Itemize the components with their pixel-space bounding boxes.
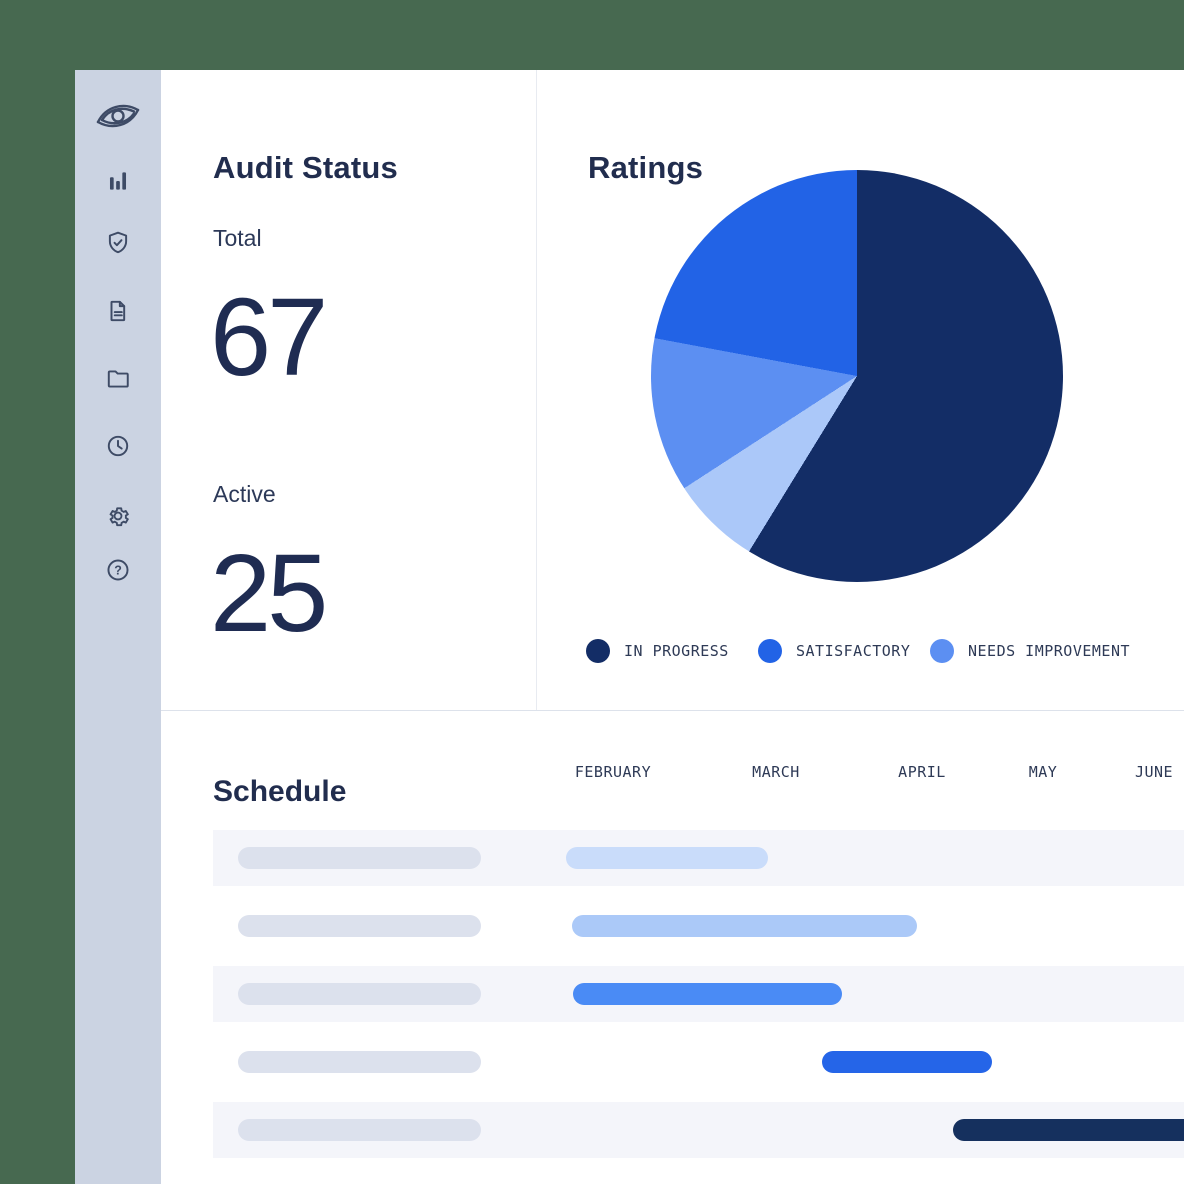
sidebar-item-files[interactable] (101, 362, 135, 396)
row-label-placeholder (238, 1119, 481, 1141)
total-label: Total (213, 225, 262, 251)
month-header-june: JUNE (1134, 763, 1174, 781)
legend-item-satisfactory: SATISFACTORY (758, 639, 910, 663)
panel-divider-vertical (536, 70, 537, 710)
legend-dot (758, 639, 782, 663)
legend-item-in-progress: IN PROGRESS (586, 639, 729, 663)
svg-text:?: ? (114, 564, 122, 578)
help-icon: ? (105, 557, 131, 583)
sidebar: ? (75, 70, 161, 1184)
schedule-title: Schedule (213, 774, 347, 808)
row-label-placeholder (238, 915, 481, 937)
legend-dot (930, 639, 954, 663)
schedule-row (213, 1102, 1184, 1158)
folder-icon (105, 366, 131, 392)
clock-icon (105, 433, 131, 459)
legend-item-needs-improvement: NEEDS IMPROVEMENT (930, 639, 1130, 663)
legend-label: SATISFACTORY (796, 642, 911, 660)
gear-icon (105, 503, 131, 529)
schedule-row (213, 898, 1184, 954)
sidebar-item-documents[interactable] (101, 294, 135, 328)
sidebar-item-history[interactable] (101, 429, 135, 463)
panel-divider-horizontal (161, 710, 1184, 711)
legend-dot (586, 639, 610, 663)
eye-swirl-logo-icon (94, 98, 142, 134)
active-label: Active (213, 481, 276, 507)
sidebar-item-compliance[interactable] (101, 226, 135, 260)
legend-label: IN PROGRESS (624, 642, 729, 660)
schedule-row (213, 830, 1184, 886)
month-header-may: MAY (1028, 763, 1058, 781)
total-value: 67 (210, 276, 328, 399)
shield-check-icon (105, 230, 131, 256)
active-value: 25 (210, 532, 328, 655)
ratings-title: Ratings (588, 149, 704, 185)
schedule-row (213, 1034, 1184, 1090)
schedule-row (213, 966, 1184, 1022)
schedule-bar (572, 915, 917, 937)
schedule-bar (953, 1119, 1184, 1141)
schedule-bar (566, 847, 768, 869)
row-label-placeholder (238, 1051, 481, 1073)
app-window: ? Audit Status Total 67 Active 25 Rating… (75, 70, 1184, 1184)
app-logo (93, 96, 143, 136)
month-header-march: MARCH (752, 763, 800, 781)
sidebar-item-dashboard[interactable] (101, 164, 135, 198)
sidebar-item-settings[interactable] (101, 499, 135, 533)
schedule-bar (573, 983, 842, 1005)
row-label-placeholder (238, 983, 481, 1005)
month-header-april: APRIL (898, 763, 946, 781)
sidebar-item-help[interactable]: ? (101, 553, 135, 587)
audit-status-title: Audit Status (213, 149, 398, 185)
schedule-bar (822, 1051, 992, 1073)
legend-label: NEEDS IMPROVEMENT (968, 642, 1131, 660)
month-header-february: FEBRUARY (574, 763, 652, 781)
bar-chart-icon (105, 168, 131, 194)
ratings-pie (651, 170, 1063, 582)
row-label-placeholder (238, 847, 481, 869)
document-icon (105, 298, 131, 324)
